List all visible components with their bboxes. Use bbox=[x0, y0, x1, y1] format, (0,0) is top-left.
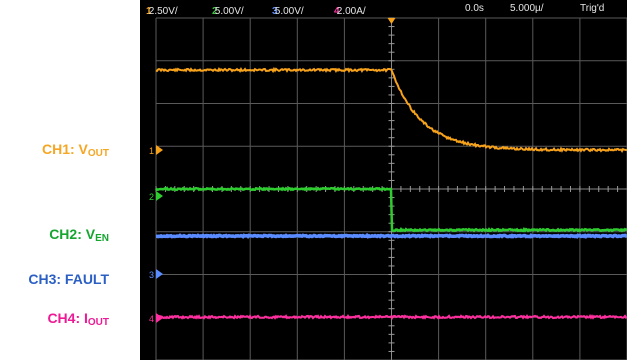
ch4-iout-label: CH4: IOUT bbox=[47, 310, 109, 328]
ch4-scale-readout: 4 2.00A/ bbox=[334, 3, 366, 17]
ch3-label-prefix: CH3: FAULT bbox=[28, 271, 109, 287]
ch1-number: 1 bbox=[146, 6, 152, 17]
ch2-ground-marker bbox=[156, 191, 163, 201]
ch1-label-prefix: CH1: V bbox=[41, 141, 88, 157]
ch1-ground-marker bbox=[156, 145, 163, 155]
ch4-label-prefix: CH4: I bbox=[47, 310, 88, 326]
ch3-marker-label: 3 bbox=[149, 270, 154, 280]
ch1-vout-trace bbox=[155, 66, 627, 153]
scope-status-bar: 1 2.50V/ 2 5.00V/ 3 5.00V/ 4 2.00A/ 0.0s… bbox=[140, 0, 627, 18]
ch2-number: 2 bbox=[212, 6, 218, 17]
ch4-number: 4 bbox=[334, 6, 340, 17]
ch2-scale: 5.00V/ bbox=[214, 6, 244, 17]
waveform-traces bbox=[155, 66, 627, 321]
ch4-ground-marker bbox=[156, 313, 163, 323]
scope-plot-area: 1 2 3 4 bbox=[149, 17, 627, 360]
time-offset-readout: 0.0s bbox=[465, 3, 484, 14]
channel-markers: 1 2 3 4 bbox=[149, 145, 163, 324]
ch2-ven-trace bbox=[155, 186, 627, 233]
ch4-scale: 2.00A/ bbox=[336, 6, 366, 17]
oscilloscope-screen: 1 2.50V/ 2 5.00V/ 3 5.00V/ 4 2.00A/ 0.0s… bbox=[140, 0, 627, 360]
ch4-marker-label: 4 bbox=[149, 314, 154, 324]
ch3-scale-readout: 3 5.00V/ bbox=[272, 3, 304, 17]
ch2-label-sub: EN bbox=[95, 233, 109, 244]
ch3-number: 3 bbox=[272, 6, 278, 17]
trigger-status: Trig'd bbox=[580, 3, 605, 14]
ch4-label-sub: OUT bbox=[87, 317, 109, 328]
ch2-label-prefix: CH2: V bbox=[49, 226, 96, 242]
ch2-ven-label: CH2: VEN bbox=[49, 226, 109, 244]
ch2-scale-readout: 2 5.00V/ bbox=[212, 3, 244, 17]
ch1-scale: 2.50V/ bbox=[148, 6, 178, 17]
ch3-fault-label: CH3: FAULT bbox=[28, 271, 109, 287]
ch1-marker-label: 1 bbox=[149, 146, 154, 156]
ch2-marker-label: 2 bbox=[149, 192, 154, 202]
ch3-ground-marker bbox=[156, 269, 163, 279]
ch1-label-sub: OUT bbox=[87, 148, 109, 159]
trigger-position-marker bbox=[387, 18, 396, 24]
ch3-fault-trace bbox=[156, 232, 627, 239]
ch4-iout-trace bbox=[155, 313, 627, 321]
timebase-readout: 5.000µ/ bbox=[510, 3, 544, 14]
ch3-scale: 5.00V/ bbox=[274, 6, 304, 17]
ch1-vout-label: CH1: VOUT bbox=[42, 141, 109, 159]
ch1-scale-readout: 1 2.50V/ bbox=[146, 3, 178, 17]
